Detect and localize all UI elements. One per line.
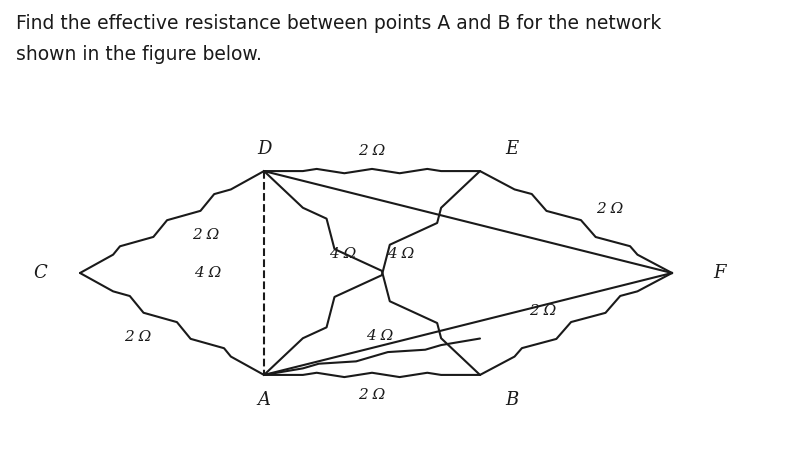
Text: 2 Ω: 2 Ω (358, 388, 386, 402)
Text: D: D (257, 140, 271, 158)
Text: 2 Ω: 2 Ω (192, 228, 220, 242)
Text: Find the effective resistance between points A and B for the network: Find the effective resistance between po… (16, 14, 662, 33)
Text: 2 Ω: 2 Ω (358, 144, 386, 158)
Text: E: E (506, 140, 518, 158)
Text: C: C (33, 264, 47, 282)
Text: 2 Ω: 2 Ω (124, 330, 152, 344)
Text: F: F (714, 264, 726, 282)
Text: B: B (506, 391, 518, 410)
Text: 4 Ω: 4 Ω (330, 247, 357, 261)
Text: 4 Ω: 4 Ω (366, 329, 394, 343)
Text: 2 Ω: 2 Ω (596, 202, 623, 216)
Text: A: A (258, 391, 270, 410)
Text: shown in the figure below.: shown in the figure below. (16, 46, 262, 65)
Text: 4 Ω: 4 Ω (194, 266, 222, 280)
Text: 2 Ω: 2 Ω (529, 304, 556, 318)
Text: 4 Ω: 4 Ω (387, 247, 414, 261)
